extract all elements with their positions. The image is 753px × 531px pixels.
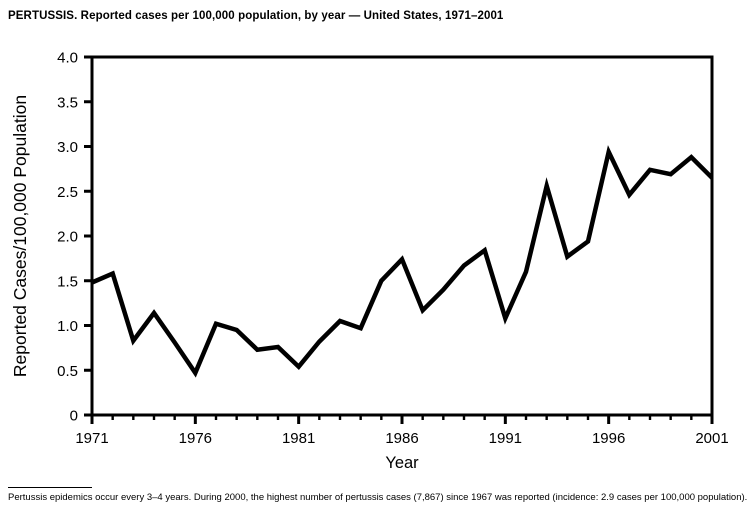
y-axis-tick-label: 0 [70,408,78,425]
x-axis-tick-label: 1976 [179,430,212,447]
chart-title: PERTUSSIS. Reported cases per 100,000 po… [8,10,504,22]
y-axis-tick-label: 2.5 [57,184,78,201]
footnote-block: Pertussis epidemics occur every 3–4 year… [8,487,748,504]
x-axis-tick-label: 1986 [385,430,418,447]
y-axis-tick-label: 2.0 [57,229,78,246]
pertussis-line-chart-svg: 0 0.5 1.0 1.5 2.0 2.5 3.0 3.5 4.0 1971 1976 1981 198… [10,50,729,473]
x-axis-title: Year [385,454,419,472]
x-axis-tick-label: 2001 [695,430,728,447]
y-axis-tick-label: 1.5 [57,273,78,290]
pertussis-data-line [91,145,714,378]
y-axis-title: Reported Cases/100,000 Population [10,95,30,377]
footnote-divider [8,487,92,488]
x-axis-tick-label: 1971 [75,430,108,447]
y-axis-tick-label: 3.0 [57,139,78,156]
x-axis-tick-label: 1991 [489,430,522,447]
y-axis-tick-label: 3.5 [57,94,78,111]
y-axis-tick-label: 1.0 [57,318,78,335]
x-axis-tick-label: 1981 [282,430,315,447]
footnote-text: Pertussis epidemics occur every 3–4 year… [8,492,748,503]
y-axis-tick-label: 4.0 [57,50,78,67]
x-axis-tick-label: 1996 [592,430,625,447]
y-axis-tick-label: 0.5 [57,363,78,380]
